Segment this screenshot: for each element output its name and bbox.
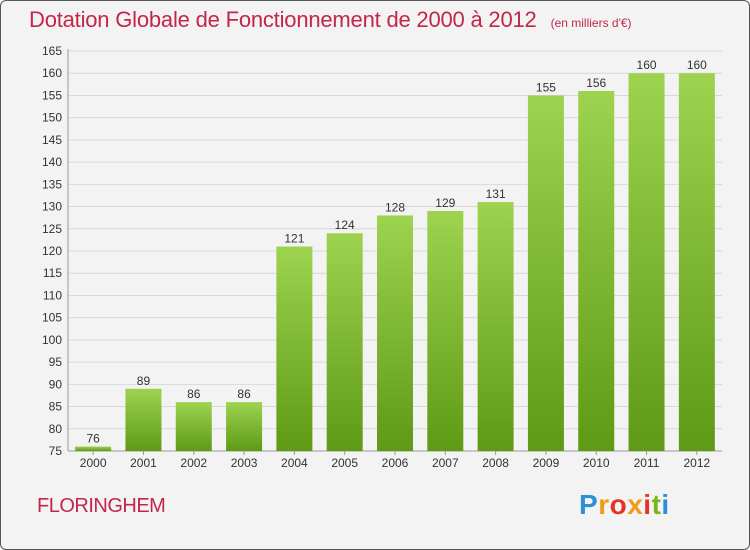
x-tick-label: 2004: [281, 456, 308, 470]
y-tick-label: 135: [42, 177, 62, 191]
y-tick-label: 120: [42, 244, 62, 258]
y-tick-labels: 75 80 85 90 95 100 105 110 115 120 125 130 135 140 145…: [42, 44, 62, 458]
y-tick-label: 80: [49, 422, 63, 436]
x-tick-label: 2008: [482, 456, 509, 470]
y-tick-label: 145: [42, 133, 62, 147]
logo-letter: o: [609, 489, 628, 520]
bar: [678, 73, 715, 451]
data-label: 131: [486, 187, 506, 201]
logo-letter: P: [579, 489, 599, 520]
bar: [377, 215, 413, 451]
y-tick-label: 110: [43, 288, 62, 302]
y-tick-label: 105: [42, 311, 62, 325]
bar: [125, 388, 162, 451]
x-tick-label: 2003: [231, 456, 258, 470]
x-tick-label: 2000: [80, 456, 107, 470]
city-name: FLORINGHEM: [37, 495, 166, 517]
data-label: 89: [137, 374, 151, 388]
data-label: 76: [86, 432, 100, 446]
x-tick-label: 2011: [634, 456, 660, 470]
data-label: 121: [284, 232, 304, 246]
y-tick-label: 140: [42, 155, 62, 169]
chart-title: Dotation Globale de Fonctionnement de 20…: [29, 7, 632, 33]
x-tick-label: 2002: [180, 456, 207, 470]
x-tick-label: 2010: [583, 456, 610, 470]
y-tick-label: 165: [42, 44, 62, 58]
y-tick-label: 150: [42, 111, 62, 125]
bar: [427, 211, 464, 451]
x-tick-label: 2009: [533, 456, 560, 470]
data-label: 86: [187, 387, 201, 401]
data-label: 155: [536, 80, 556, 94]
bar: [578, 91, 615, 451]
bar: [75, 446, 112, 451]
x-tick-label: 2007: [432, 456, 459, 470]
logo-letter: r: [598, 489, 610, 520]
proxiti-logo: Proxiti: [579, 489, 670, 521]
data-label: 160: [687, 58, 707, 72]
bars: [75, 73, 715, 451]
bar: [326, 233, 363, 451]
data-label: 156: [586, 76, 606, 90]
y-tick-label: 125: [42, 222, 62, 236]
bar: [628, 73, 665, 451]
y-tick-label: 75: [49, 444, 63, 458]
data-label: 128: [385, 200, 405, 214]
x-tick-label: 2005: [331, 456, 358, 470]
data-labels: 76 89 86 86 121 124 128 129 131 155 156 160 160: [86, 58, 707, 445]
bar: [276, 246, 313, 451]
y-tick-label: 95: [49, 355, 63, 369]
y-tick-label: 130: [42, 200, 62, 214]
y-tick-label: 115: [43, 266, 62, 280]
bar: [175, 402, 212, 451]
x-tick-label: 2001: [130, 456, 157, 470]
bar: [477, 202, 514, 451]
data-label: 129: [435, 196, 455, 210]
logo-letter: x: [627, 489, 644, 520]
x-tick-label: 2006: [382, 456, 409, 470]
logo-letter: i: [643, 489, 652, 520]
y-tick-label: 90: [49, 377, 63, 391]
data-label: 86: [237, 387, 251, 401]
bar: [226, 402, 263, 451]
logo-letter: i: [661, 489, 670, 520]
data-label: 160: [637, 58, 657, 72]
logo-letter: t: [651, 489, 662, 520]
title-text: Dotation Globale de Fonctionnement de 20…: [29, 7, 537, 32]
y-tick-label: 155: [42, 88, 62, 102]
bar: [527, 95, 564, 451]
x-tick-label: 2012: [683, 456, 710, 470]
data-label: 124: [335, 218, 355, 232]
y-tick-label: 100: [42, 333, 62, 347]
y-tick-label: 160: [42, 66, 62, 80]
x-tick-labels: 2000 2001 2002 2003 2004 2005 2006 2007 2008 2009…: [80, 456, 711, 470]
y-tick-label: 85: [49, 400, 63, 414]
chart-subtitle: (en milliers d'€): [550, 16, 632, 30]
